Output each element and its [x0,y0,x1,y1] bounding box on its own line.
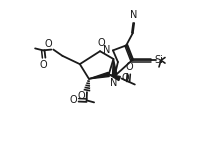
Text: Si: Si [154,55,164,65]
Text: O: O [78,91,85,101]
Text: O: O [125,62,133,72]
Polygon shape [109,74,120,80]
Polygon shape [112,59,117,75]
Text: O: O [40,60,47,70]
Text: N: N [103,45,110,55]
Text: N: N [130,10,138,20]
Text: N: N [110,78,118,88]
Text: O: O [69,95,77,105]
Text: O: O [44,39,52,49]
Text: O: O [121,73,129,83]
Text: O: O [97,38,105,48]
Polygon shape [89,72,109,79]
